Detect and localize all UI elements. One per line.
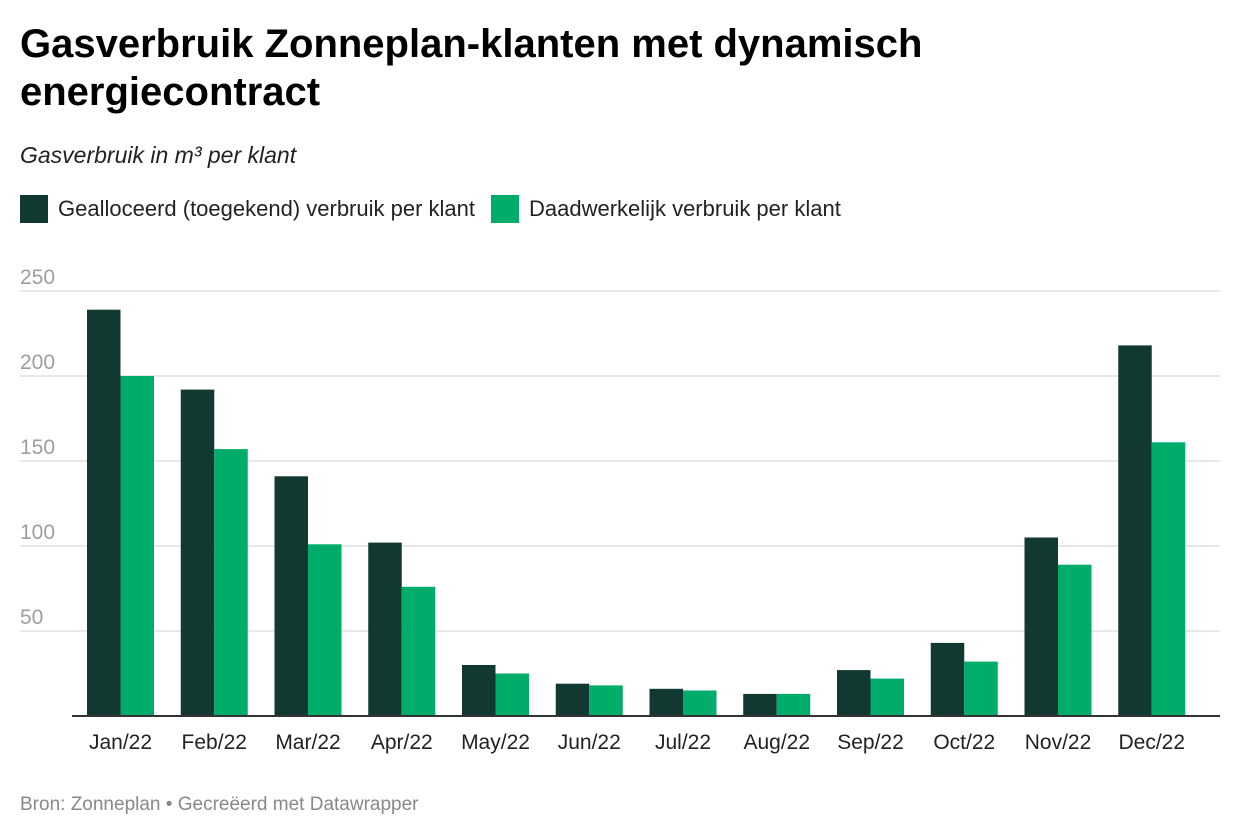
footer-credit: Gecreëerd met Datawrapper — [177, 794, 419, 815]
y-tick-labels: 50 100 150 200 250 — [20, 266, 55, 629]
legend-swatch-allocated — [20, 195, 48, 223]
bar-actual-feb-22 — [214, 449, 248, 716]
bar-actual-nov-22 — [1058, 564, 1092, 716]
bar-allocated-dec-22 — [1118, 345, 1152, 716]
bar-actual-aug-22 — [776, 693, 811, 716]
x-tick-label-apr-22: Apr/22 — [371, 731, 433, 754]
legend-swatch-actual — [491, 195, 520, 223]
bar-actual-may-22 — [495, 673, 529, 716]
x-tick-label-dec-22: Dec/22 — [1118, 731, 1185, 754]
bar-allocated-jun-22 — [555, 683, 590, 716]
x-tick-label-jul-22: Jul/22 — [655, 731, 711, 754]
bar-actual-jul-22 — [683, 690, 717, 716]
bar-allocated-oct-22 — [930, 642, 965, 716]
legend-item-actual: Daadwerkelijk verbruik per klant — [491, 195, 841, 223]
bar-chart: 50 100 150 200 250 Jan/22 Feb/22 Mar/22 Apr/22 M… — [20, 266, 1220, 754]
x-tick-label-may-22: May/22 — [461, 731, 530, 754]
legend-label-allocated: Gealloceerd (toegekend) verbruik per kla… — [58, 196, 476, 221]
footer-separator: • — [165, 794, 173, 815]
bar-allocated-nov-22 — [1024, 537, 1058, 716]
bar-actual-sep-22 — [870, 678, 904, 716]
bar-allocated-feb-22 — [180, 389, 215, 716]
y-tick-label-200: 200 — [20, 351, 55, 374]
chart-subtitle: Gasverbruik in m³ per klant — [20, 142, 297, 168]
bar-actual-jun-22 — [589, 685, 623, 716]
x-tick-label-aug-22: Aug/22 — [743, 731, 810, 754]
legend-item-allocated: Gealloceerd (toegekend) verbruik per kla… — [20, 195, 475, 223]
x-tick-label-nov-22: Nov/22 — [1025, 731, 1092, 754]
x-tick-label-jan-22: Jan/22 — [89, 731, 152, 754]
bar-allocated-sep-22 — [837, 670, 871, 716]
x-tick-label-sep-22: Sep/22 — [837, 731, 904, 754]
bar-actual-mar-22 — [308, 544, 342, 716]
bar-allocated-jul-22 — [649, 688, 683, 716]
x-tick-labels: Jan/22 Feb/22 Mar/22 Apr/22 May/22 Jun/22 Jul/… — [89, 731, 1185, 754]
legend: Gealloceerd (toegekend) verbruik per kla… — [20, 195, 857, 223]
footer: Bron: Zonneplan • Gecreëerd met Datawrap… — [20, 794, 419, 816]
legend-label-actual: Daadwerkelijk verbruik per klant — [529, 196, 841, 221]
chart-title: Gasverbruik Zonneplan-klanten met dynami… — [20, 22, 923, 114]
footer-source: Bron: Zonneplan — [20, 794, 161, 815]
bar-allocated-mar-22 — [274, 476, 308, 716]
bar-allocated-jan-22 — [87, 309, 121, 716]
x-tick-label-mar-22: Mar/22 — [275, 731, 340, 754]
bar-allocated-may-22 — [462, 665, 496, 716]
y-tick-label-50: 50 — [20, 606, 43, 629]
y-tick-label-100: 100 — [20, 521, 55, 544]
bars — [87, 309, 1186, 716]
bar-allocated-apr-22 — [368, 542, 402, 716]
bar-allocated-aug-22 — [743, 693, 777, 716]
x-tick-label-jun-22: Jun/22 — [558, 731, 621, 754]
x-tick-label-feb-22: Feb/22 — [182, 731, 247, 754]
bar-actual-jan-22 — [120, 376, 154, 716]
bar-actual-apr-22 — [401, 586, 436, 716]
bar-actual-oct-22 — [964, 661, 998, 716]
x-tick-label-oct-22: Oct/22 — [933, 731, 995, 754]
y-tick-label-250: 250 — [20, 266, 55, 289]
bar-actual-dec-22 — [1151, 442, 1186, 716]
y-tick-label-150: 150 — [20, 436, 55, 459]
